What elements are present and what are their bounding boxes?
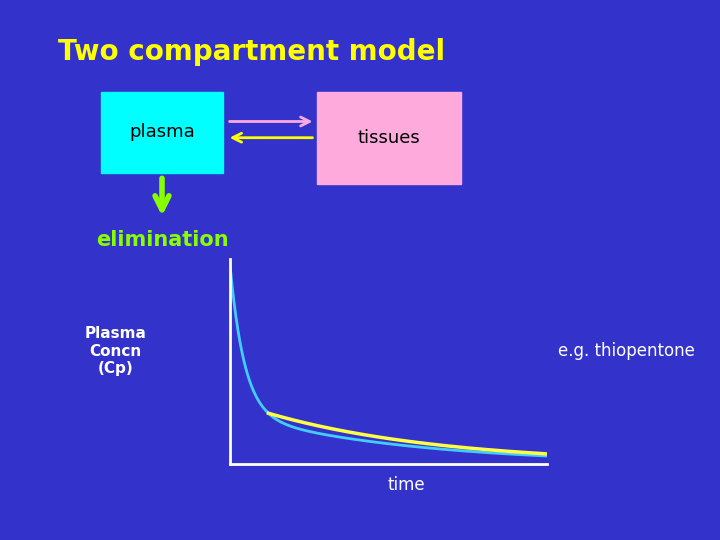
Text: Two compartment model: Two compartment model <box>58 38 445 66</box>
Text: tissues: tissues <box>357 129 420 147</box>
Text: Plasma
Concn
(Cp): Plasma Concn (Cp) <box>84 326 146 376</box>
Text: plasma: plasma <box>129 123 195 141</box>
Text: Redistribution + elimination: Redistribution + elimination <box>350 300 507 310</box>
Text: time: time <box>388 476 426 494</box>
Text: elimination: elimination <box>376 376 438 386</box>
FancyBboxPatch shape <box>317 92 461 184</box>
Text: elimination: elimination <box>96 230 228 249</box>
FancyBboxPatch shape <box>101 92 223 173</box>
Text: e.g. thiopentone: e.g. thiopentone <box>558 342 695 360</box>
